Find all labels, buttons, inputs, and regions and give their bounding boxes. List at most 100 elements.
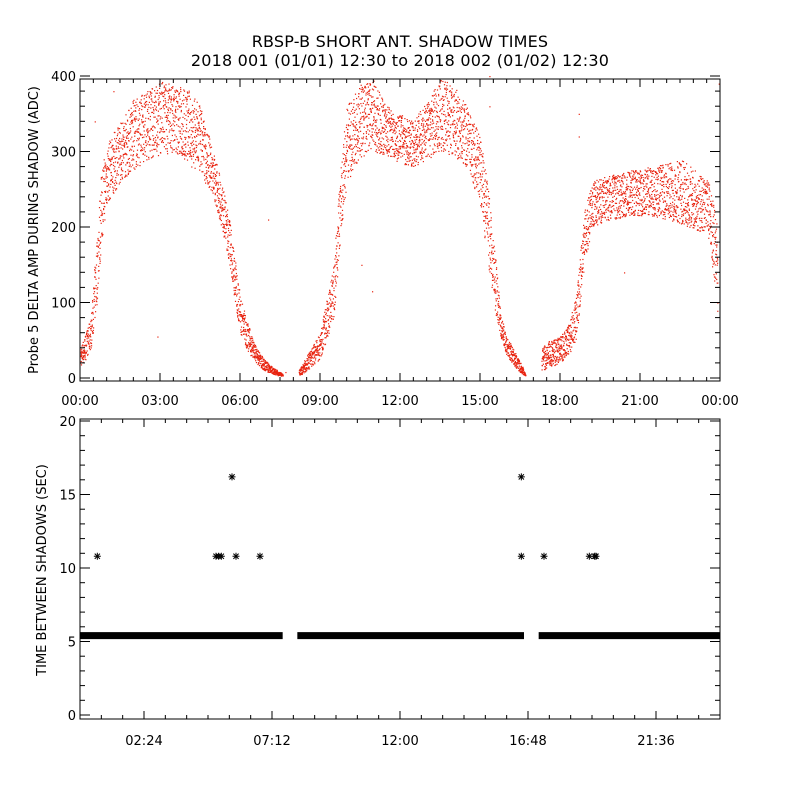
top-data-point: [115, 145, 117, 147]
top-data-point: [340, 219, 342, 221]
top-data-point: [182, 152, 184, 154]
top-data-point: [175, 97, 177, 99]
top-data-point: [219, 215, 221, 217]
top-data-point: [460, 157, 462, 159]
top-data-point: [222, 192, 224, 194]
top-data-point: [350, 102, 353, 104]
top-data-point: [313, 344, 315, 346]
top-data-point: [479, 196, 481, 198]
top-data-point: [199, 142, 201, 144]
top-data-point: [157, 136, 159, 138]
top-data-point: [594, 206, 596, 208]
top-data-point: [591, 207, 593, 209]
top-data-point: [485, 186, 487, 188]
top-data-point: [204, 128, 206, 130]
top-data-point: [378, 142, 380, 145]
top-data-point: [127, 161, 129, 163]
top-data-point: [152, 139, 154, 141]
top-data-point: [451, 97, 453, 99]
top-data-point: [157, 123, 159, 125]
top-data-point: [183, 113, 185, 115]
top-data-point: [173, 120, 175, 122]
top-data-point: [329, 291, 331, 294]
top-data-point: [329, 297, 331, 299]
top-data-point: [311, 351, 314, 354]
top-data-point: [611, 210, 613, 212]
top-data-point: [580, 266, 582, 268]
top-data-point: [162, 126, 164, 128]
top-data-point: [127, 158, 129, 160]
top-data-point: [152, 101, 154, 103]
top-data-point: [587, 220, 589, 222]
top-data-point: [317, 354, 319, 356]
top-data-point: [377, 97, 379, 99]
top-data-point: [322, 327, 324, 329]
top-data-point: [359, 118, 362, 120]
top-data-point: [551, 354, 553, 356]
top-data-point: [417, 145, 419, 147]
top-data-point: [442, 138, 444, 140]
top-data-point: [324, 332, 326, 334]
top-data-point: [453, 110, 456, 112]
top-data-point: [359, 98, 361, 100]
top-data-point: [623, 214, 625, 216]
top-data-point: [244, 317, 246, 319]
top-data-point: [169, 95, 171, 97]
top-data-point: [355, 146, 357, 148]
top-data-point: [521, 367, 523, 369]
top-data-point: [606, 191, 608, 193]
top-data-point: [351, 164, 353, 166]
top-data-point: [409, 147, 411, 149]
top-data-point: [107, 185, 109, 187]
top-data-point: [302, 366, 304, 368]
top-data-point: [154, 95, 156, 97]
top-data-point: [580, 286, 582, 288]
top-data-point: [102, 170, 104, 172]
top-data-point: [216, 205, 218, 207]
top-data-point: [169, 89, 171, 91]
top-data-point: [502, 323, 505, 325]
top-data-point: [566, 343, 568, 345]
top-data-point: [608, 204, 610, 207]
top-data-point: [444, 119, 446, 121]
top-data-point: [99, 236, 102, 238]
top-data-point: [274, 370, 276, 372]
top-data-point: [458, 120, 460, 122]
top-data-point: [347, 176, 349, 178]
top-data-point: [258, 358, 260, 360]
top-data-point: [205, 166, 207, 168]
top-data-point: [273, 373, 275, 375]
top-data-point: [499, 306, 501, 308]
top-data-point: [487, 188, 489, 190]
top-data-point: [263, 358, 265, 360]
top-data-point: [551, 343, 554, 346]
top-data-point: [197, 130, 199, 132]
top-data-point: [585, 249, 587, 251]
top-data-point: [597, 193, 599, 195]
top-data-point: [362, 142, 364, 144]
top-data-point: [118, 166, 120, 168]
top-data-point: [426, 111, 428, 114]
top-data-point: [166, 119, 168, 121]
top-data-point: [559, 347, 561, 349]
top-data-point: [140, 146, 142, 148]
top-data-point: [565, 335, 567, 337]
top-data-point: [396, 152, 398, 154]
top-data-point: [329, 293, 332, 295]
top-data-point: [480, 188, 482, 190]
top-data-point: [219, 181, 221, 183]
top-data-point: [129, 170, 132, 172]
top-data-point: [466, 124, 468, 126]
top-data-point: [506, 353, 508, 355]
top-data-point: [622, 213, 624, 215]
top-data-point: [558, 360, 560, 362]
top-data-point: [541, 369, 543, 371]
top-data-point: [509, 358, 511, 360]
top-data-point: [148, 101, 150, 103]
top-data-point: [436, 132, 438, 134]
top-data-point: [212, 180, 214, 182]
top-data-point: [379, 114, 381, 116]
top-data-point: [356, 97, 358, 100]
top-data-point: [142, 153, 144, 155]
top-data-point: [311, 357, 313, 359]
